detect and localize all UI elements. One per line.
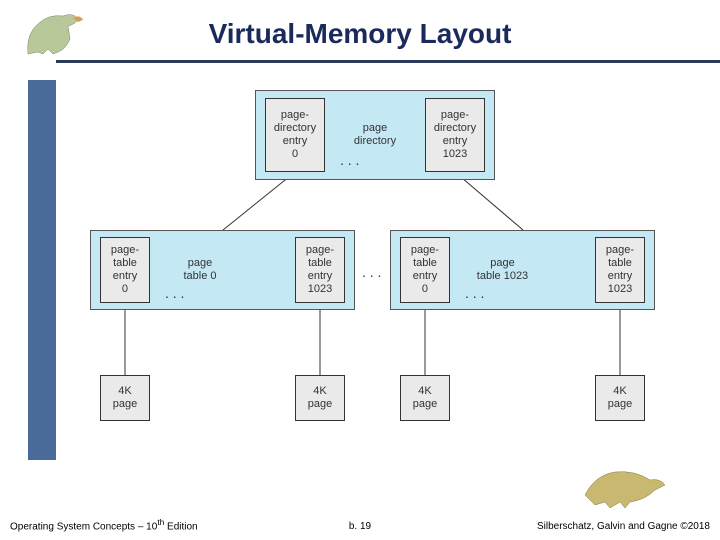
page-4k-1: 4Kpage [295,375,345,421]
page-table-1023-box-0: page-tableentry0 [400,237,450,303]
page-table-0-dots: . . . [165,285,184,301]
page-table-1023-dots: . . . [465,285,484,301]
page-table-0-box-0: page-tableentry0 [100,237,150,303]
page-4k-3: 4Kpage [595,375,645,421]
page-4k-0: 4Kpage [100,375,150,421]
page-table-0-box-1: pagetable 0 [170,250,230,290]
page-table-0-box-2: page-tableentry1023 [295,237,345,303]
slide-title: Virtual-Memory Layout [0,18,720,50]
page-directory-box-0: page-directoryentry0 [265,98,325,172]
page-table-1023-box-2: page-tableentry1023 [595,237,645,303]
vm-diagram: page-directoryentry0pagedirectorypage-di… [80,90,660,450]
page-directory-dots: . . . [340,152,359,168]
connector-0 [223,172,295,230]
left-bar-accent [28,80,56,460]
page-table-1023-box-1: pagetable 1023 [465,250,540,290]
connector-1 [455,172,523,230]
dinosaur-bottom-icon [580,460,670,510]
dinosaur-top-icon [18,4,98,60]
title-rule [56,60,720,63]
page-tables-dots: . . . [362,264,381,280]
page-4k-2: 4Kpage [400,375,450,421]
footer-copyright: Silberschatz, Galvin and Gagne ©2018 [537,521,710,532]
page-directory-box-2: page-directoryentry1023 [425,98,485,172]
